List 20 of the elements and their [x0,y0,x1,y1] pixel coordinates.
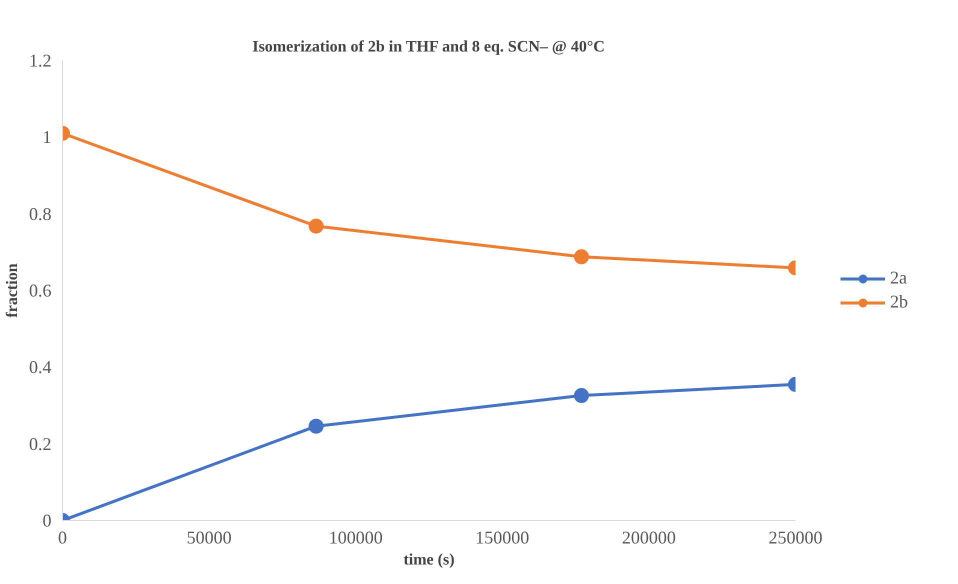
point [574,388,589,404]
x-tick-label: 0 [58,528,67,548]
chart-title: Isomerization of 2b in THF and 8 eq. SCN– @ 40°C [252,38,605,56]
x-tick-label: 250000 [768,528,822,548]
y-tick-label: 0.6 [29,280,52,300]
x-tick-label: 50000 [186,528,232,548]
point [308,418,324,434]
y-axis-title: fraction [4,263,21,318]
y-tick-label: 1 [42,127,52,148]
x-tick-label: 100000 [328,528,383,548]
y-tick-label: 0.4 [29,357,52,378]
y-tick-label: 1.2 [29,50,52,70]
y-tick-label: 0.8 [29,204,52,224]
y-tick-label: 0 [42,510,52,530]
x-tick-label: 150000 [475,528,530,548]
legend-label: 2a [890,268,908,288]
x-axis-title: time (s) [403,552,455,568]
y-tick-label: 0.2 [29,434,52,454]
x-tick-label: 200000 [622,528,676,548]
legend-label: 2b [890,292,909,312]
